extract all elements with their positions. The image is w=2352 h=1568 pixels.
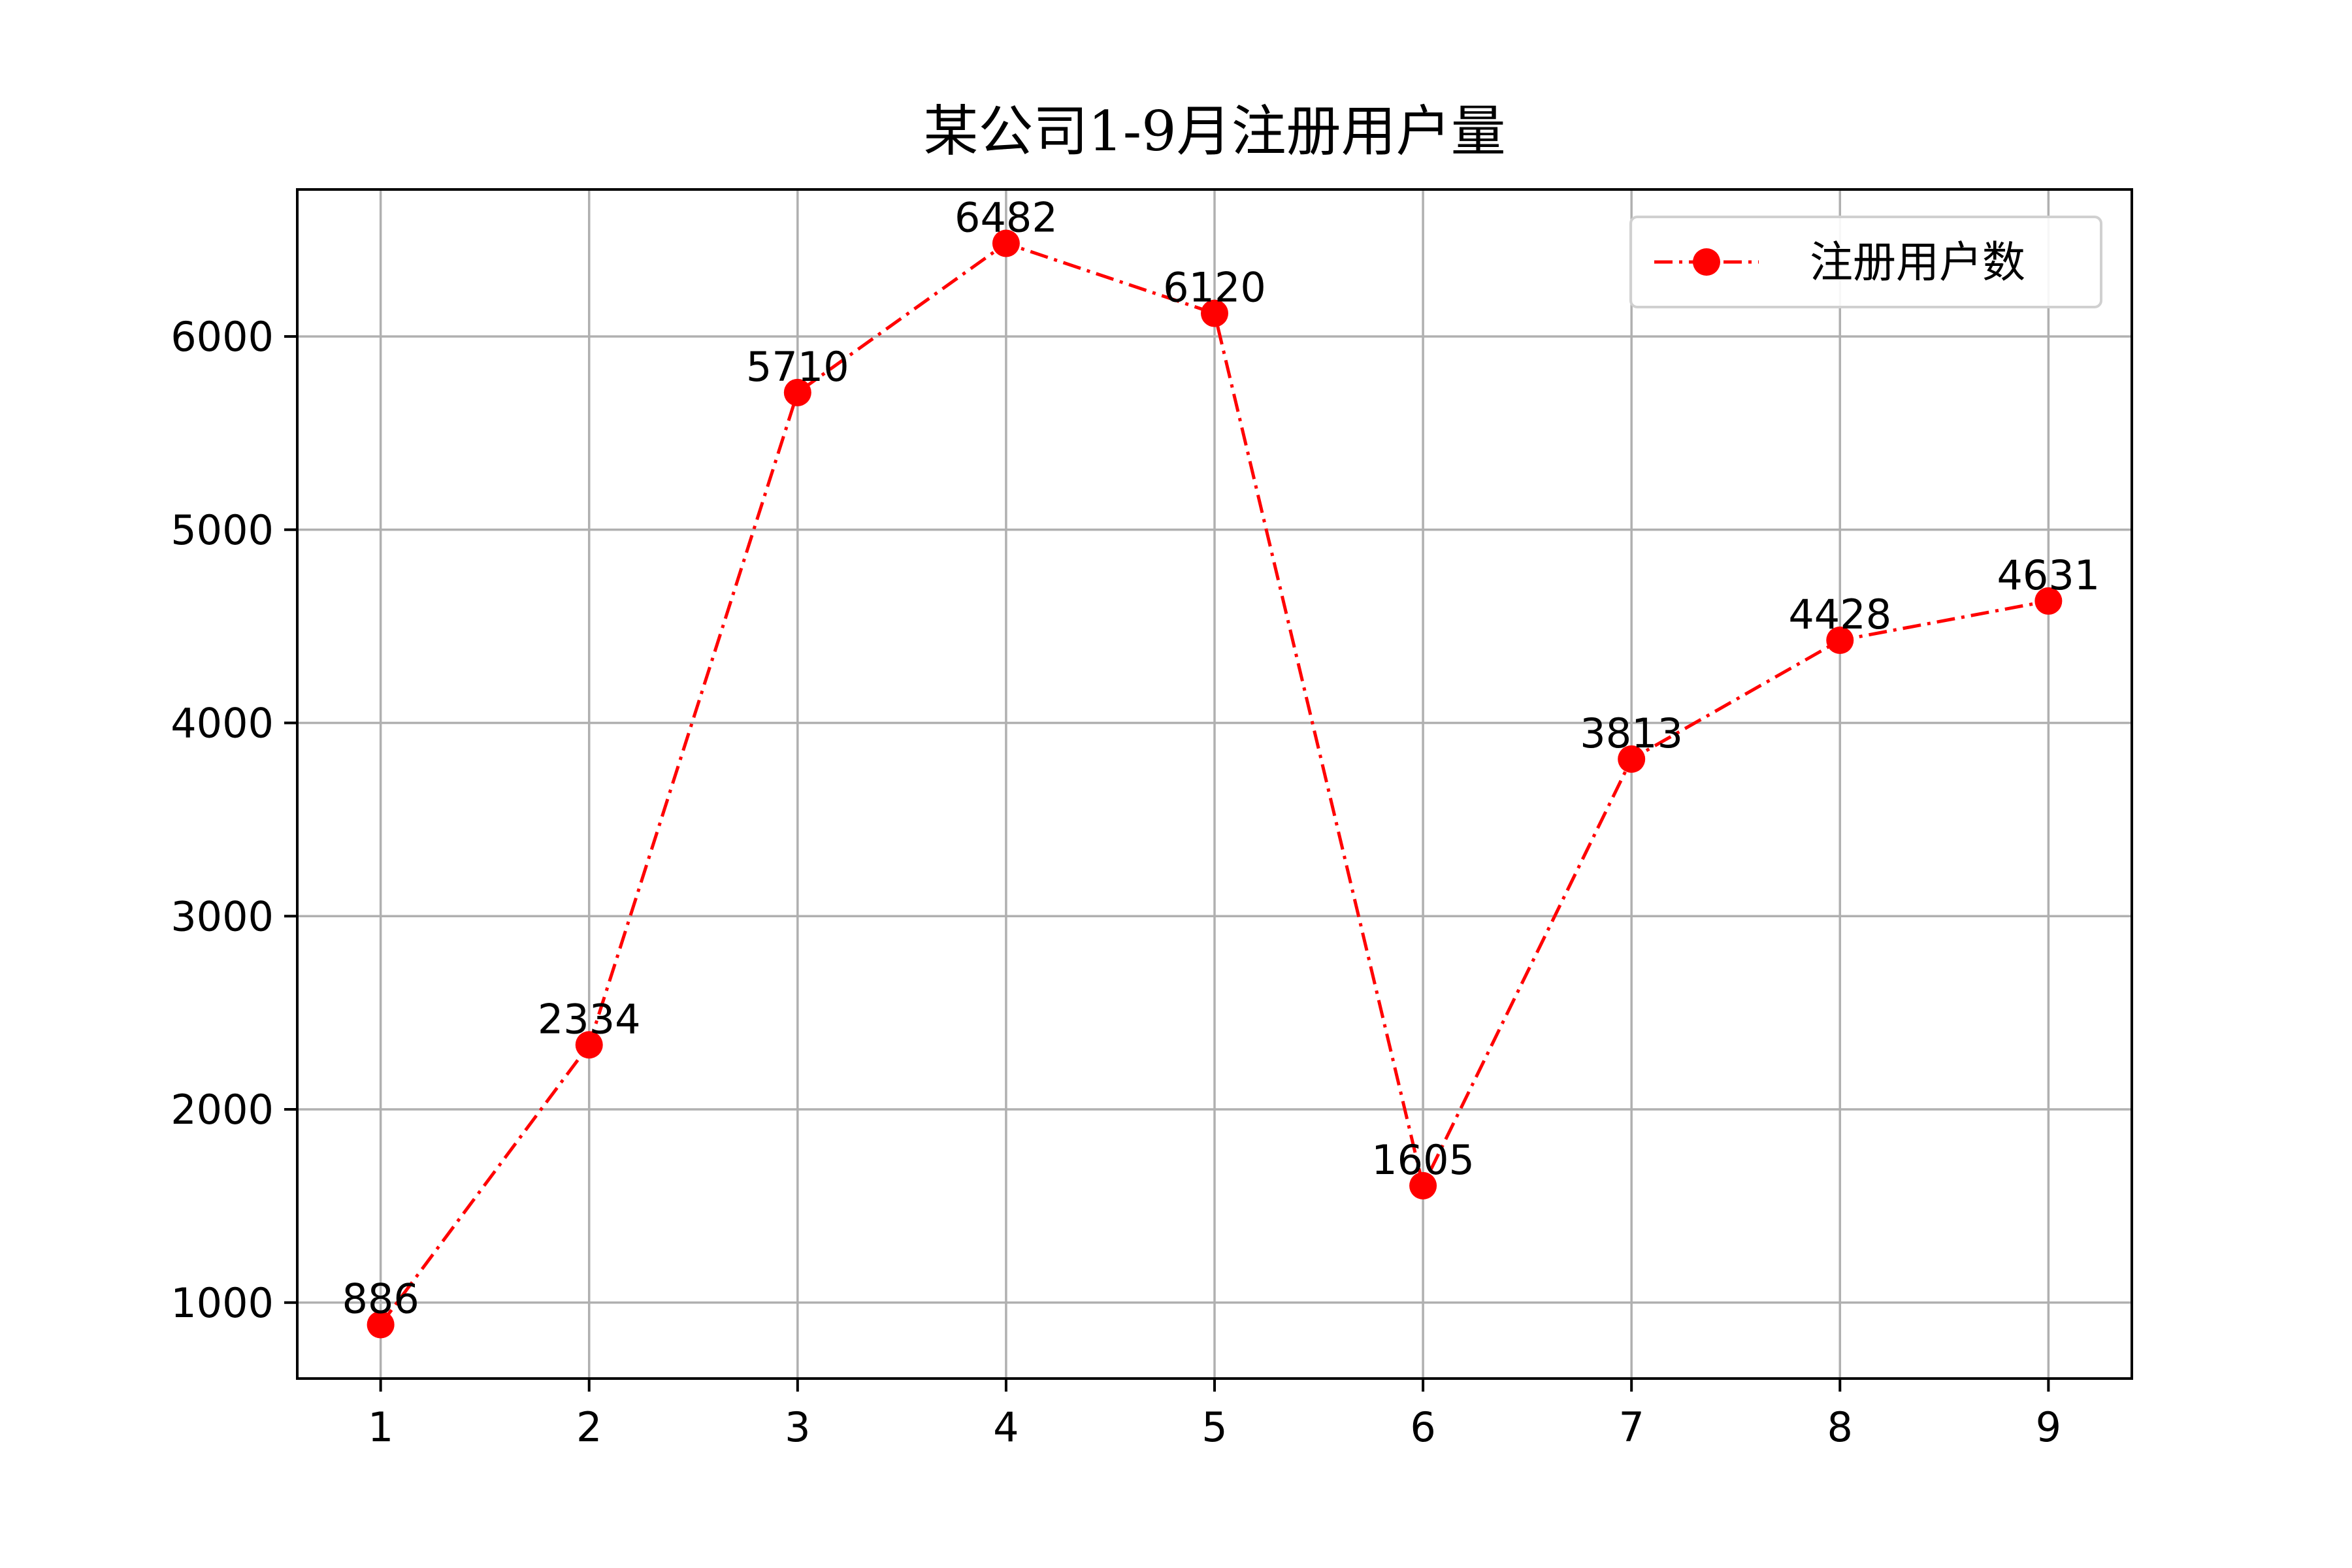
data-label: 5710	[746, 343, 849, 391]
data-point	[992, 229, 1020, 257]
legend-label: 注册用户数	[1810, 237, 2025, 287]
y-tick-label: 4000	[171, 700, 274, 747]
data-point	[1826, 626, 1854, 654]
y-tick-label: 1000	[171, 1279, 274, 1327]
data-point	[367, 1311, 395, 1339]
data-labels: 886 2334 5710 6482 6120 1605 3813 4428 4631	[342, 194, 2100, 1323]
data-label: 886	[342, 1275, 419, 1322]
data-series	[367, 229, 2063, 1339]
data-point	[783, 378, 811, 406]
data-point	[1618, 745, 1646, 773]
legend-box	[1629, 216, 2102, 308]
data-label: 4428	[1788, 591, 1891, 638]
data-label: 6482	[955, 194, 1058, 242]
data-label: 2334	[538, 995, 641, 1043]
y-tick-label: 2000	[171, 1086, 274, 1134]
data-label: 3813	[1580, 710, 1683, 757]
data-point	[1201, 299, 1228, 327]
data-label: 1605	[1371, 1136, 1475, 1184]
y-tick-label: 5000	[171, 506, 274, 554]
y-tick-label: 3000	[171, 892, 274, 940]
axis-ticks: 1 2 3 4 5 6 7 8 9 1000 2000 3000 4000 5000 6000	[171, 313, 2061, 1451]
plot-area-frame	[296, 188, 2133, 1380]
data-label: 6120	[1163, 264, 1266, 312]
x-tick-label: 8	[1827, 1403, 1853, 1451]
x-tick-label: 3	[785, 1403, 810, 1451]
chart-title: 某公司1-9月注册用户量	[923, 99, 1505, 163]
x-tick-label: 1	[368, 1403, 393, 1451]
x-tick-label: 4	[993, 1403, 1019, 1451]
x-tick-label: 9	[2036, 1403, 2061, 1451]
data-point	[2034, 587, 2063, 615]
x-tick-label: 2	[576, 1403, 602, 1451]
data-point	[1409, 1171, 1437, 1200]
x-tick-label: 6	[1410, 1403, 1435, 1451]
data-point	[575, 1031, 603, 1059]
data-label: 4631	[1997, 551, 2100, 599]
x-tick-label: 7	[1618, 1403, 1644, 1451]
legend-marker	[1693, 248, 1720, 276]
x-tick-label: 5	[1201, 1403, 1227, 1451]
legend: 注册用户数	[1629, 216, 2102, 308]
y-tick-label: 6000	[171, 313, 274, 361]
